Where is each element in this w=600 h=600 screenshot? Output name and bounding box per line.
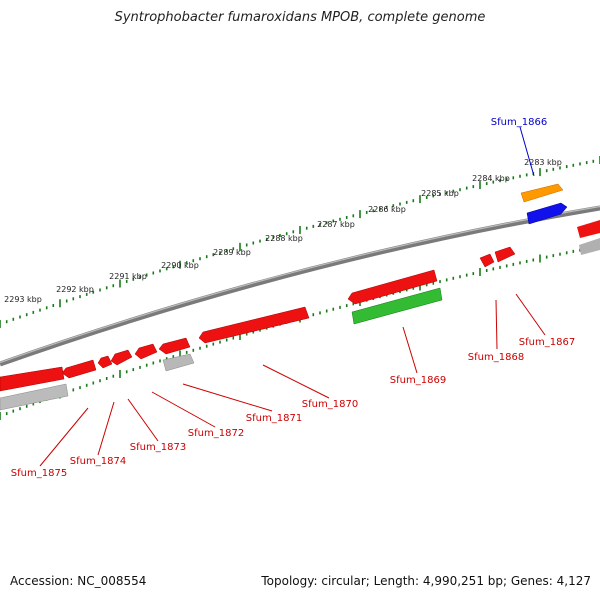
gene-arrow-sfum-1868[interactable] xyxy=(479,253,495,268)
kbp-label: 2283 kbp xyxy=(524,158,562,167)
kbp-label: 2289 kbp xyxy=(213,248,251,257)
gene-arrow-sfum-1874[interactable] xyxy=(97,355,113,369)
gene-label-sfum-1871: Sfum_1871 xyxy=(246,413,302,424)
gene-arrow-sfum-1871[interactable] xyxy=(158,337,191,355)
gene-arrow-sfum-1875[interactable] xyxy=(61,359,97,379)
kbp-label: 2292 kbp xyxy=(56,285,94,294)
gene-arrow-sfum-1867[interactable] xyxy=(494,246,516,263)
gene-arrow-edge-red[interactable] xyxy=(577,220,600,238)
gene-label-sfum-1872: Sfum_1872 xyxy=(188,428,244,439)
gene-arrow-left-gray[interactable] xyxy=(0,383,69,411)
genome-info-text: Topology: circular; Length: 4,990,251 bp… xyxy=(261,574,591,588)
gene-arrow-orange[interactable] xyxy=(520,183,564,203)
kbp-label: 2293 kbp xyxy=(4,295,42,304)
gene-arrow-green[interactable] xyxy=(351,287,443,325)
gene-label-sfum-1875: Sfum_1875 xyxy=(11,468,67,479)
gene-label-sfum-1866: Sfum_1866 xyxy=(491,117,547,128)
gene-arrow-left-red[interactable] xyxy=(0,366,65,392)
kbp-label: 2291 kbp xyxy=(109,272,147,281)
leader-lines xyxy=(39,126,546,467)
gene-label-sfum-1869: Sfum_1869 xyxy=(390,375,446,386)
gene-arrow-sfum-1873[interactable] xyxy=(110,349,133,366)
feature-track xyxy=(0,183,600,411)
gene-arrow-sfum-1869[interactable] xyxy=(347,269,438,305)
gene-arrow-edge-gray[interactable] xyxy=(579,238,600,255)
kbp-label: 2284 kbp xyxy=(472,174,510,183)
kbp-labels: 2283 kbp 2284 kbp 2285 kbp 2286 kbp 2287 kbp… xyxy=(4,158,562,304)
gene-arrow-sfum-1872[interactable] xyxy=(134,343,158,360)
outer-scale-track xyxy=(0,156,600,328)
genome-title: Syntrophobacter fumaroxidans MPOB, compl… xyxy=(114,10,486,25)
gene-label-sfum-1873: Sfum_1873 xyxy=(130,442,186,453)
gene-label-sfum-1870: Sfum_1870 xyxy=(302,399,358,410)
gene-labels: Sfum_1866 Sfum_1867 Sfum_1868 Sfum_1869 … xyxy=(11,117,575,479)
gene-arrow-sfum-1870[interactable] xyxy=(198,306,310,344)
gene-label-sfum-1874: Sfum_1874 xyxy=(70,456,126,467)
genome-backbone xyxy=(0,205,600,367)
accession-text: Accession: NC_008554 xyxy=(10,574,147,588)
kbp-label: 2288 kbp xyxy=(265,234,303,243)
gene-arrow-sfum-1866[interactable] xyxy=(526,202,568,225)
kbp-label: 2286 kbp xyxy=(368,205,406,214)
gene-label-sfum-1867: Sfum_1867 xyxy=(519,337,575,348)
kbp-label: 2290 kbp xyxy=(161,261,199,270)
kbp-label: 2287 kbp xyxy=(317,220,355,229)
kbp-label: 2285 kbp xyxy=(421,189,459,198)
gene-arrow-gray-1871[interactable] xyxy=(162,353,195,372)
gene-label-sfum-1868: Sfum_1868 xyxy=(468,352,524,363)
